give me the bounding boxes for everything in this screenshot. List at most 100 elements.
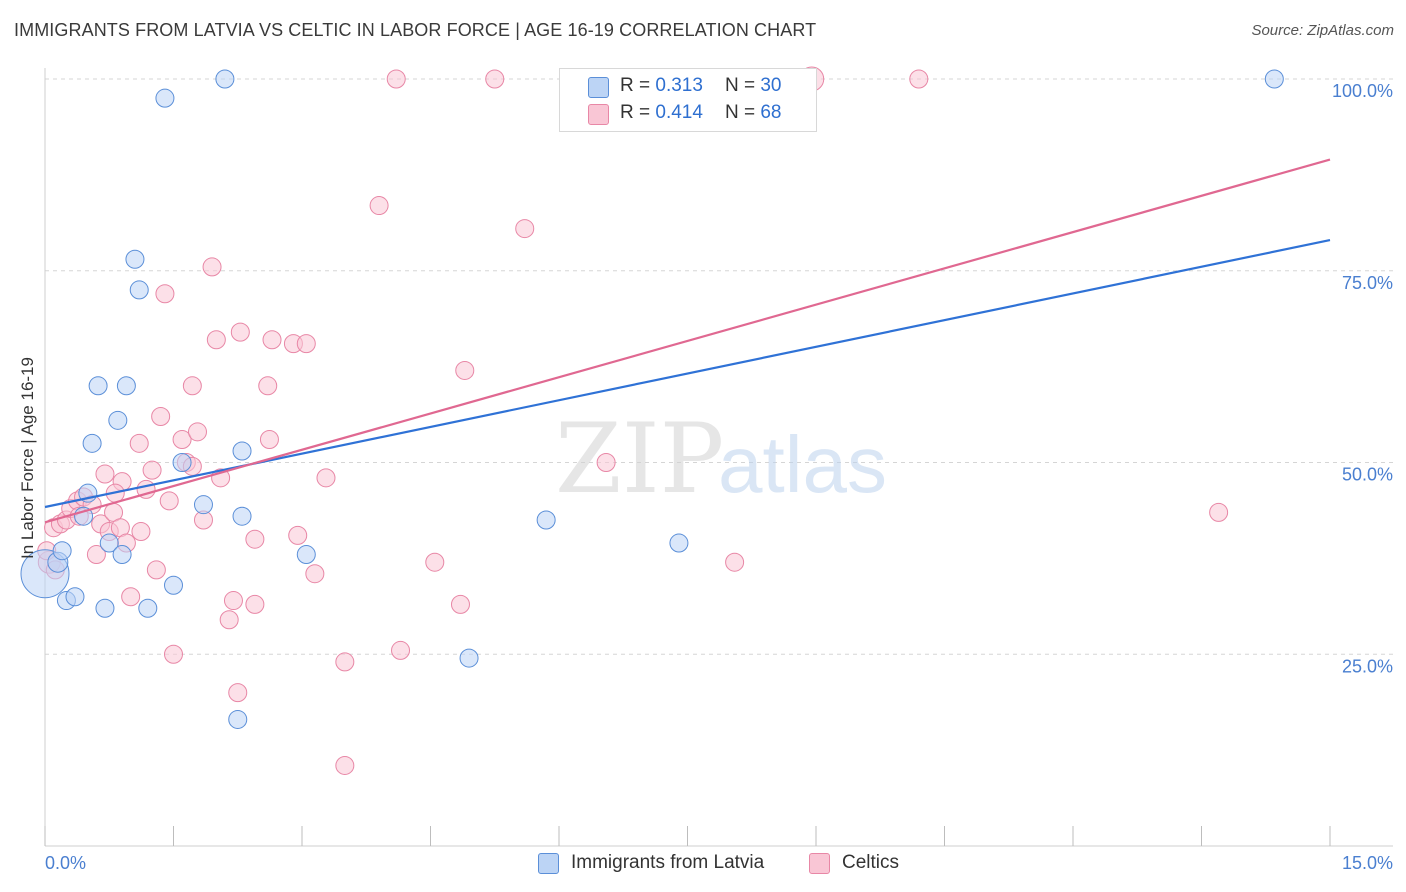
legend-n-label: N = bbox=[724, 102, 756, 123]
legend-swatch-latvia bbox=[538, 852, 559, 874]
celtics-point bbox=[202, 257, 222, 277]
latvia-point bbox=[65, 587, 85, 607]
latvia-point bbox=[536, 510, 556, 530]
latvia-point bbox=[95, 598, 115, 618]
celtics-point bbox=[262, 330, 282, 350]
latvia-point bbox=[172, 453, 192, 472]
latvia-point bbox=[193, 495, 213, 515]
latvia-point bbox=[155, 88, 175, 108]
latvia-point bbox=[1264, 69, 1284, 89]
series-latvia-points bbox=[20, 69, 1284, 729]
x-tick-label-min: 0.0% bbox=[45, 853, 86, 873]
celtics-point bbox=[425, 552, 445, 572]
celtics-point bbox=[206, 330, 226, 350]
y-axis-label: In Labor Force | Age 16-19 bbox=[18, 357, 37, 559]
y-tick-label: 75.0% bbox=[1342, 273, 1393, 293]
latvia-point bbox=[215, 69, 235, 89]
celtics-point bbox=[485, 69, 505, 89]
latvia-point bbox=[129, 280, 149, 300]
celtics-point bbox=[909, 69, 929, 89]
celtics-point bbox=[455, 360, 475, 380]
legend-item-celtics[interactable]: Celtics bbox=[809, 852, 899, 874]
celtics-point bbox=[316, 468, 336, 488]
latvia-point bbox=[108, 410, 128, 430]
legend-pink-r: 0.414 bbox=[655, 102, 703, 123]
celtics-point bbox=[515, 219, 535, 239]
latvia-point bbox=[99, 533, 119, 553]
legend-label-latvia: Immigrants from Latvia bbox=[571, 852, 765, 873]
latvia-point bbox=[52, 541, 72, 561]
latvia-point bbox=[125, 249, 145, 269]
celtics-point bbox=[369, 196, 389, 216]
y-tick-label: 50.0% bbox=[1342, 465, 1393, 485]
legend-blue-r: 0.313 bbox=[655, 75, 703, 96]
celtics-point bbox=[296, 334, 316, 354]
watermark: ZIP atlas bbox=[555, 403, 887, 515]
watermark-atlas: atlas bbox=[718, 420, 887, 509]
legend-r-label: R = bbox=[620, 75, 651, 96]
celtics-point bbox=[121, 587, 141, 607]
celtics-point bbox=[129, 433, 149, 453]
chart-source: Source: ZipAtlas.com bbox=[1251, 22, 1394, 39]
legend-swatch-celtics bbox=[809, 852, 830, 874]
celtics-point bbox=[596, 453, 616, 472]
latvia-point bbox=[116, 376, 136, 396]
latvia-point bbox=[232, 441, 252, 461]
legend-swatch-blue bbox=[588, 77, 609, 98]
stats-legend: R = 0.313 N = 30 R = 0.414 N = 68 bbox=[559, 68, 817, 132]
celtics-point bbox=[142, 460, 162, 480]
celtics-point bbox=[335, 755, 355, 775]
legend-label-celtics: Celtics bbox=[842, 852, 900, 873]
latvia-point bbox=[459, 648, 479, 668]
celtics-point bbox=[450, 594, 470, 614]
legend-swatch-pink bbox=[588, 104, 609, 125]
legend-r-label: R = bbox=[620, 102, 651, 123]
celtics-point bbox=[288, 525, 308, 545]
celtics-point bbox=[1209, 502, 1229, 522]
latvia-point bbox=[88, 376, 108, 396]
celtics-point bbox=[230, 322, 250, 342]
celtics-point bbox=[164, 644, 183, 664]
celtics-point bbox=[391, 640, 411, 660]
celtics-point bbox=[305, 564, 325, 584]
x-tick-labels: 0.0% 15.0% bbox=[45, 853, 1393, 873]
latvia-point bbox=[228, 709, 248, 729]
celtics-point bbox=[146, 560, 166, 580]
latvia-point bbox=[82, 433, 102, 453]
celtics-point bbox=[155, 284, 175, 304]
series-legend: Immigrants from Latvia Celtics bbox=[0, 852, 1406, 876]
y-tick-label: 25.0% bbox=[1342, 656, 1393, 676]
celtics-point bbox=[228, 683, 248, 703]
celtics-point bbox=[151, 406, 171, 426]
celtics-point bbox=[335, 652, 355, 672]
trend-lines bbox=[44, 158, 1331, 524]
y-tick-labels: 25.0% 50.0% 75.0% 100.0% bbox=[1332, 81, 1393, 676]
latvia-point bbox=[164, 575, 183, 595]
latvia-point bbox=[669, 533, 689, 553]
celtics-point bbox=[386, 69, 406, 89]
celtics-point bbox=[95, 464, 115, 484]
celtics-point bbox=[172, 429, 192, 449]
celtics-trend-line bbox=[44, 158, 1331, 524]
legend-pink-n: 68 bbox=[760, 102, 782, 123]
celtics-point bbox=[219, 610, 239, 630]
chart-title: IMMIGRANTS FROM LATVIA VS CELTIC IN LABO… bbox=[14, 20, 817, 40]
watermark-zip: ZIP bbox=[555, 403, 724, 515]
celtics-point bbox=[725, 552, 745, 572]
legend-item-latvia[interactable]: Immigrants from Latvia bbox=[538, 852, 764, 874]
legend-n-label: N = bbox=[724, 75, 756, 96]
legend-blue-n: 30 bbox=[760, 75, 782, 96]
legend-row-blue: R = 0.313 N = 30 bbox=[620, 73, 781, 99]
y-tick-label: 100.0% bbox=[1332, 81, 1393, 101]
celtics-point bbox=[131, 522, 151, 542]
celtics-point bbox=[86, 545, 106, 565]
legend-row-pink: R = 0.414 N = 68 bbox=[620, 100, 781, 126]
latvia-point bbox=[112, 545, 132, 565]
latvia-point bbox=[138, 598, 158, 618]
celtics-point bbox=[187, 422, 207, 442]
celtics-point bbox=[258, 376, 278, 396]
x-tick-label-max: 15.0% bbox=[1342, 853, 1393, 873]
celtics-point bbox=[259, 429, 279, 449]
celtics-point bbox=[159, 491, 179, 511]
